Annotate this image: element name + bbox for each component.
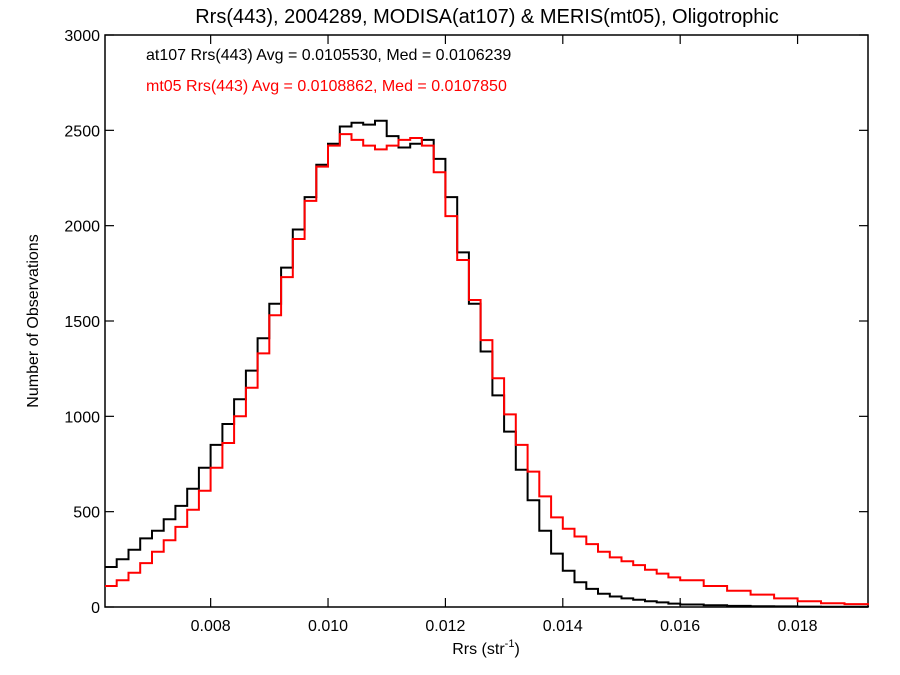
x-tick-label: 0.008: [191, 618, 231, 635]
y-tick-label: 1500: [64, 314, 100, 331]
x-axis-label: Rrs (str-1): [452, 638, 520, 658]
plot-frame: [104, 34, 869, 608]
x-tick-label: 0.018: [778, 618, 818, 635]
y-tick-label: 3000: [64, 28, 100, 45]
y-axis-ticks: 0 500 1000 1500 2000 2500 3000: [64, 28, 868, 617]
x-axis-ticks: 0.008 0.010 0.012 0.014 0.016 0.018: [191, 35, 818, 635]
y-tick-label: 1000: [64, 409, 100, 426]
y-axis-label: Number of Observations: [25, 234, 42, 407]
annotation-at107: at107 Rrs(443) Avg = 0.0105530, Med = 0.…: [146, 47, 511, 64]
x-tick-label: 0.016: [660, 618, 700, 635]
y-tick-label: 0: [91, 600, 100, 617]
x-tick-label: 0.012: [425, 618, 465, 635]
x-axis-label-sup: -1: [505, 638, 515, 650]
x-tick-label: 0.014: [543, 618, 583, 635]
annotation-mt05: mt05 Rrs(443) Avg = 0.0108862, Med = 0.0…: [146, 78, 507, 95]
y-tick-label: 500: [73, 505, 100, 522]
y-tick-label: 2000: [64, 219, 100, 236]
x-axis-label-end: ): [514, 641, 519, 658]
y-tick-label: 2500: [64, 123, 100, 140]
chart-title: Rrs(443), 2004289, MODISA(at107) & MERIS…: [195, 6, 779, 28]
series-line-0: [105, 119, 869, 608]
series-layer: [105, 119, 869, 608]
series-line-1: [105, 133, 869, 606]
x-tick-label: 0.010: [308, 618, 348, 635]
x-axis-label-main: Rrs (str: [452, 641, 505, 658]
plot-area: 0.008 0.010 0.012 0.014 0.016 0.018 0 500 1000 1…: [64, 28, 869, 635]
